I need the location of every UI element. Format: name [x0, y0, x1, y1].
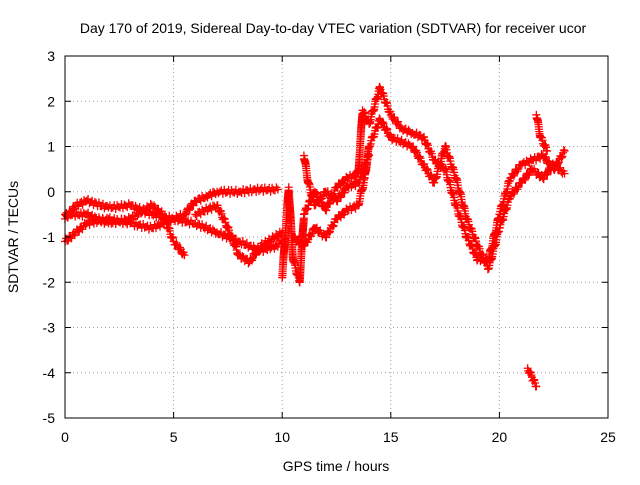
y-tick-label: -1	[43, 229, 56, 245]
data-point	[412, 148, 421, 157]
data-point	[325, 227, 334, 236]
data-point	[337, 193, 346, 202]
data-point	[208, 225, 217, 234]
data-point	[560, 147, 569, 156]
data-point	[328, 222, 337, 231]
data-point	[560, 169, 569, 178]
data-point	[390, 113, 399, 122]
data-point	[146, 199, 155, 208]
y-tick-label: -2	[43, 274, 56, 290]
data-point	[541, 152, 550, 161]
data-point	[252, 249, 261, 258]
y-tick-label: 2	[47, 93, 55, 109]
data-point	[404, 139, 413, 148]
data-point	[307, 229, 316, 238]
data-point	[557, 153, 566, 162]
data-point	[340, 188, 349, 197]
data-point	[524, 171, 533, 180]
data-point	[180, 251, 189, 260]
data-point	[415, 153, 424, 162]
data-point	[251, 251, 260, 260]
data-point	[385, 131, 394, 140]
data-point	[559, 145, 568, 154]
data-point	[520, 175, 529, 184]
data-point	[181, 210, 190, 219]
y-tick-label: 0	[47, 184, 55, 200]
data-point	[426, 171, 435, 180]
data-point	[175, 243, 184, 252]
data-point	[543, 147, 552, 156]
data-point	[150, 201, 159, 210]
data-point	[329, 221, 338, 230]
x-tick-label: 25	[600, 429, 616, 445]
data-point	[178, 250, 187, 259]
x-tick-label: 5	[170, 429, 178, 445]
y-tick-label: 3	[47, 48, 55, 64]
data-point	[532, 382, 541, 391]
data-point	[379, 119, 388, 128]
data-point	[416, 154, 425, 163]
x-tick-label: 20	[492, 429, 508, 445]
data-point	[247, 255, 256, 264]
data-point	[383, 125, 392, 134]
data-point	[94, 213, 103, 222]
data-point	[192, 211, 201, 220]
data-point	[382, 124, 391, 133]
plot-border	[64, 55, 609, 419]
y-tick-label: 1	[47, 139, 55, 155]
data-point	[273, 185, 282, 194]
data-point	[325, 228, 334, 237]
x-tick-label: 10	[274, 429, 290, 445]
x-tick-label: 0	[61, 429, 69, 445]
data-point	[365, 151, 374, 160]
data-point	[322, 233, 331, 242]
data-point	[184, 206, 193, 215]
chart-title: Day 170 of 2019, Sidereal Day-to-day VTE…	[80, 20, 587, 36]
x-axis-label: GPS time / hours	[283, 458, 390, 474]
data-point	[415, 152, 424, 161]
data-point	[558, 152, 567, 161]
data-points	[61, 82, 569, 391]
data-point	[394, 117, 403, 126]
data-point	[543, 170, 552, 179]
x-tick-label: 15	[383, 429, 399, 445]
grid	[65, 56, 608, 418]
data-point	[313, 197, 322, 206]
axis-ticks: 0 5 10 15 20 25 -5 -4 -3 -2 -1 0 1 2 3	[43, 48, 616, 445]
data-point	[412, 146, 421, 155]
data-point	[514, 164, 523, 173]
data-point	[423, 165, 432, 174]
data-point	[290, 232, 299, 241]
data-point	[411, 147, 420, 156]
data-point	[192, 198, 201, 207]
y-tick-label: -5	[43, 410, 56, 426]
data-point	[423, 164, 431, 173]
data-point	[420, 160, 429, 169]
y-axis-label: SDTVAR / TECUs	[5, 181, 21, 293]
y-tick-label: -4	[43, 365, 56, 381]
y-tick-label: -3	[43, 320, 56, 336]
data-point	[404, 125, 413, 134]
data-point	[539, 175, 548, 184]
data-point	[238, 237, 247, 246]
data-point	[90, 212, 99, 221]
data-point	[378, 118, 387, 127]
data-point	[508, 170, 517, 179]
data-point	[327, 190, 336, 199]
data-point	[532, 156, 541, 165]
data-point	[514, 183, 523, 192]
data-point	[508, 188, 517, 197]
